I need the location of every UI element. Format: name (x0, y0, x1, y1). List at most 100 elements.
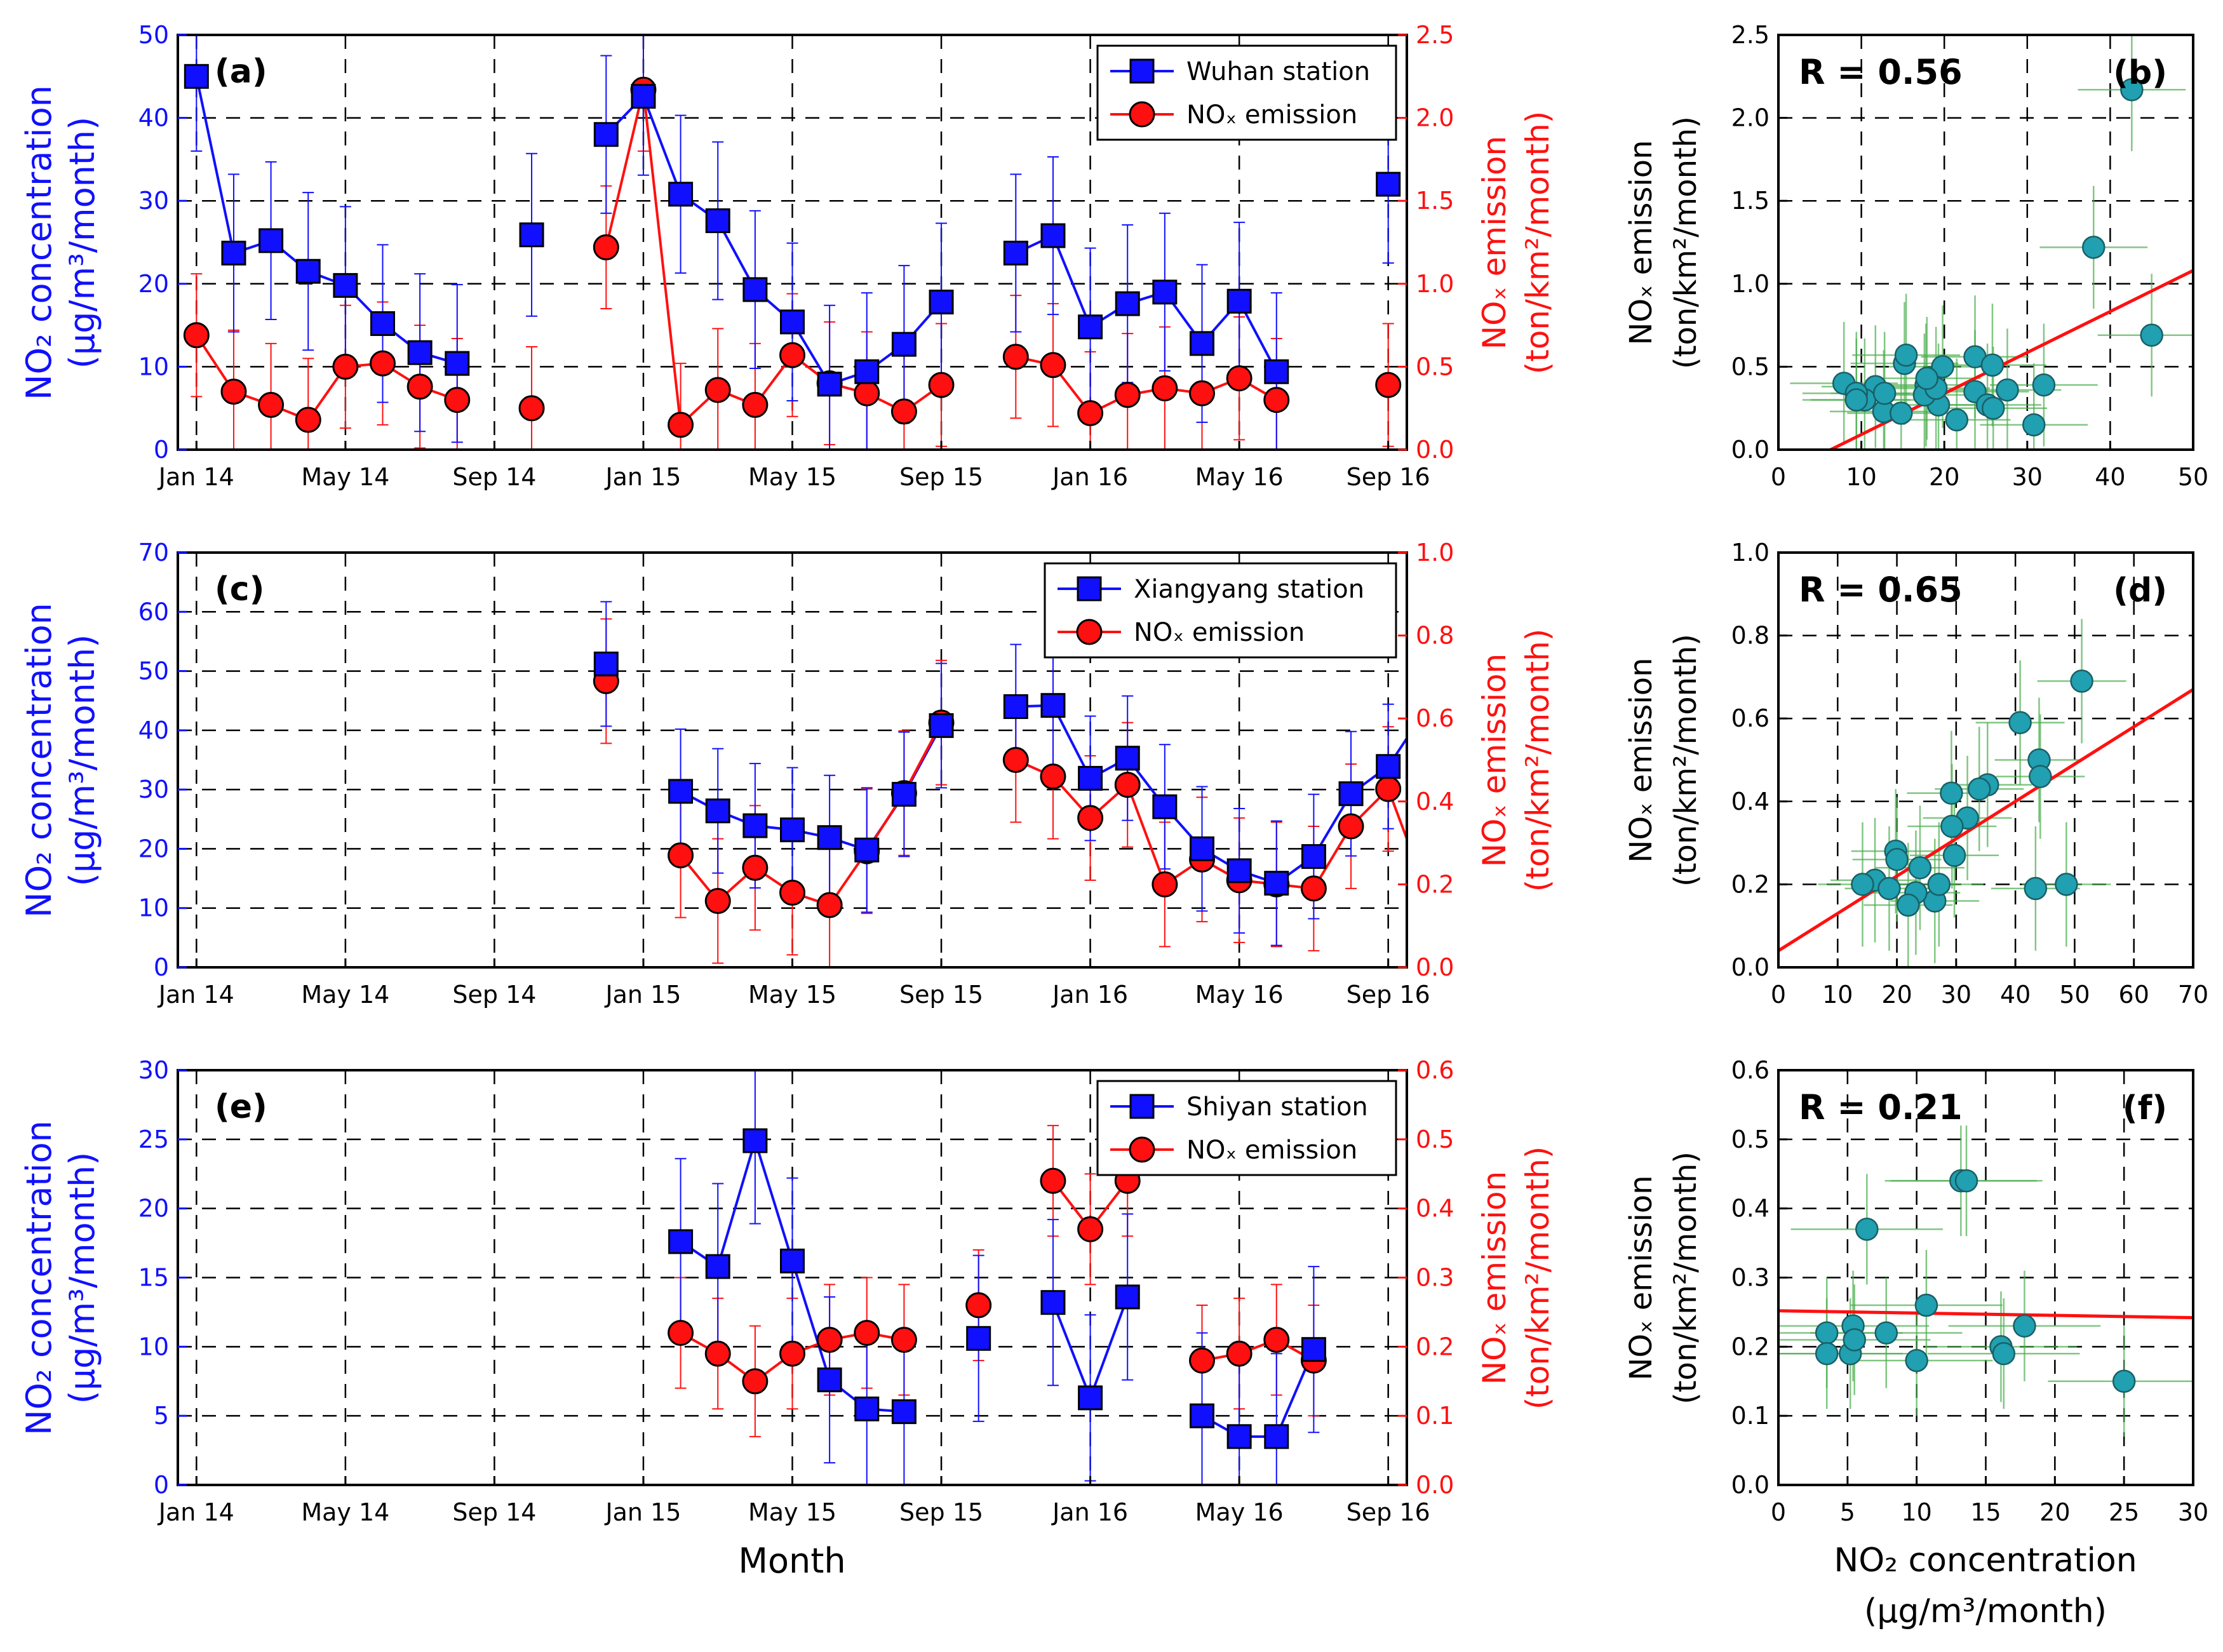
emission-point (518, 395, 545, 422)
y-left-tick-label: 50 (138, 657, 169, 685)
scatter-point (2140, 323, 2163, 347)
y-tick-label: 0.4 (1731, 1195, 1770, 1223)
y-right-tick-label: 0.0 (1416, 436, 1454, 464)
y-left-tick-label: 50 (138, 21, 169, 49)
emission-point (668, 842, 694, 869)
y-right-tick-label: 0.2 (1416, 1333, 1454, 1360)
x-tick-label: Jan 15 (604, 981, 681, 1009)
scatter-ylabel-line2-f: (ton/km²/month) (1668, 1152, 1703, 1404)
emission-point (1338, 813, 1364, 840)
x-tick-label: Sep 15 (899, 981, 983, 1009)
legend-label-station-a: Wuhan station (1186, 57, 1370, 86)
x-tick-label: 0 (1771, 1498, 1786, 1526)
scatter-point (2070, 669, 2093, 693)
axes-frame-d (1777, 551, 2194, 969)
emission-point (1263, 387, 1290, 413)
x-tick-label: 25 (2109, 1498, 2139, 1526)
scatter-point (2022, 413, 2046, 437)
left-ylabel-line1-c: NO₂ concentration (19, 603, 59, 918)
scatter-point (1982, 396, 2005, 420)
grid-d (1778, 553, 2193, 967)
x-tick-label: Jan 15 (604, 1498, 681, 1526)
scatter-xlabel-line2: (µg/m³/month) (1864, 1592, 2107, 1630)
emission-point (928, 372, 955, 398)
legend-e: Shiyan station NOₓ emission (1096, 1080, 1397, 1176)
emission-point (295, 406, 321, 433)
scatter-point (2120, 77, 2144, 102)
scatter-point (1885, 847, 1909, 871)
x-tick-label: Jan 16 (1051, 463, 1128, 491)
station-point (929, 713, 954, 738)
emission-point (1040, 1167, 1066, 1194)
station-point (333, 272, 358, 298)
scatter-point (1927, 873, 1951, 896)
station-point (445, 351, 470, 376)
station-point (631, 84, 656, 109)
y-tick-label: 1.5 (1731, 187, 1770, 215)
station-point (1301, 844, 1326, 870)
scatter-point (1980, 353, 2005, 377)
x-tick-label: 40 (2095, 463, 2125, 491)
y-left-tick-label: 10 (138, 894, 169, 922)
station-point (1115, 291, 1140, 316)
y-right-tick-label: 0.8 (1416, 622, 1454, 650)
station-point (668, 182, 694, 207)
regression-line (1778, 1309, 2193, 1320)
scatter-xlabel-line1: NO₂ concentration (1834, 1541, 2137, 1580)
y-right-tick-label: 0.4 (1416, 1195, 1454, 1223)
scatter-point (1945, 408, 1969, 432)
x-tick-label: 0 (1771, 463, 1786, 491)
station-series-line (1201, 1348, 1315, 1438)
station-point (1152, 279, 1178, 305)
x-tick-label: 10 (1901, 1498, 1931, 1526)
panel-label-f: (f) (2123, 1089, 2167, 1127)
emission-point (816, 892, 843, 918)
y-tick-label: 0.3 (1731, 1264, 1770, 1292)
station-point (817, 372, 842, 397)
scatter-panel-d: 0 10 20 30 40 50 60 70 0.0 0.2 0.4 0.6 0.8 1.0 R = 0.… (1623, 539, 2208, 1009)
scatter-point (1890, 401, 1913, 425)
x-tick-label: Sep 15 (899, 1498, 983, 1526)
scatter-ylabel-line2-b: (ton/km²/month) (1668, 116, 1703, 369)
emission-point (854, 1320, 880, 1346)
grid-f (1778, 1070, 2193, 1485)
station-point (891, 782, 917, 807)
station-point (854, 359, 880, 384)
x-tick-label: Sep 14 (452, 981, 536, 1009)
station-point (1190, 1403, 1214, 1428)
station-point (891, 332, 917, 357)
emission-point (890, 398, 917, 425)
x-tick-label: May 16 (1195, 981, 1284, 1009)
emission-point (1002, 747, 1029, 773)
x-tick-label: Sep 15 (899, 463, 983, 491)
legend-label-station-c: Xiangyang station (1134, 575, 1364, 604)
x-tick-label: Sep 14 (452, 1498, 536, 1526)
emission-point (1077, 805, 1104, 831)
scatter-point (1843, 1328, 1866, 1352)
panel-label-c: (c) (215, 570, 264, 608)
station-point (1226, 1424, 1252, 1449)
station-point (1264, 359, 1289, 384)
series-group-a (183, 35, 1402, 450)
station-point (407, 340, 433, 365)
scatter-point (1815, 1321, 1839, 1345)
scatter-ylabel-line1-f: NOₓ emission (1623, 1175, 1659, 1380)
x-tick-label: May 14 (301, 1498, 389, 1526)
y-tick-label: 0.0 (1731, 953, 1770, 981)
emission-series-line (1202, 1338, 1315, 1362)
station-point (705, 208, 730, 234)
station-point (259, 228, 284, 253)
legend-marker-emission-c (1076, 619, 1103, 645)
station-point (1078, 1385, 1103, 1411)
y-right-tick-label: 0.5 (1416, 353, 1454, 380)
x-tick-label: 20 (2039, 1498, 2070, 1526)
emission-point (854, 380, 880, 406)
station-point (854, 1396, 880, 1421)
x-tick-label: Jan 14 (158, 981, 234, 1009)
emission-point (816, 1326, 843, 1353)
y-right-tick-label: 1.0 (1416, 270, 1454, 298)
y-tick-label: 0.2 (1731, 1333, 1770, 1360)
station-point (1190, 836, 1214, 861)
x-tick-label: Jan 15 (604, 463, 681, 491)
